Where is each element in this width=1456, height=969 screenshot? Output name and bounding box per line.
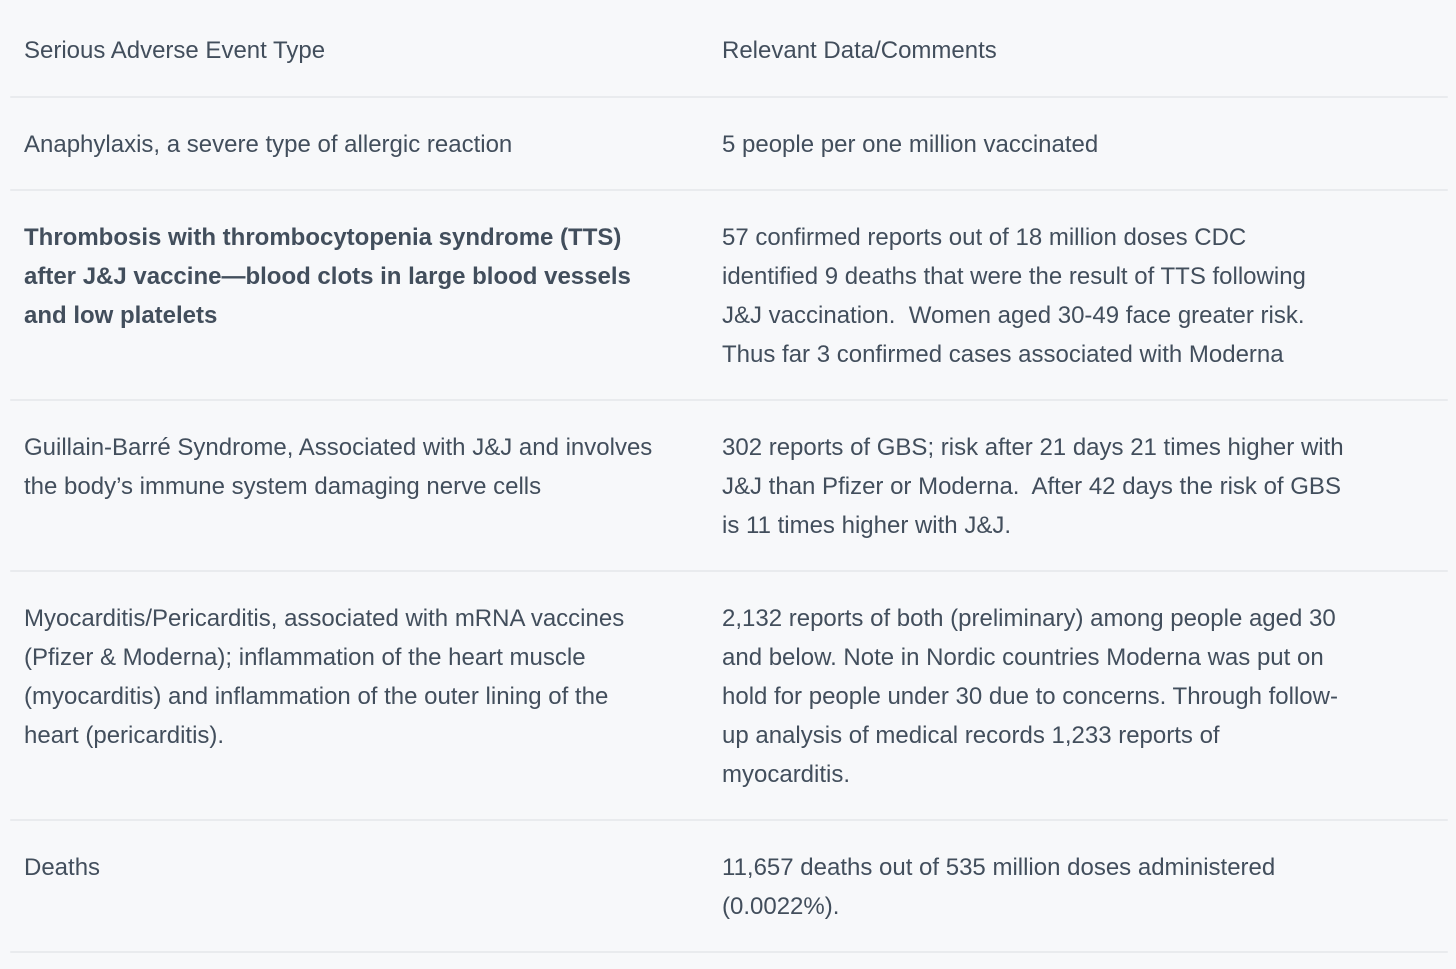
table-row-gbs: Guillain-Barré Syndrome, Associated with… (0, 401, 1456, 572)
column-header-event-type: Serious Adverse Event Type (24, 37, 326, 64)
data-comments-cell: 11,657 deaths out of 535 million doses a… (722, 854, 1282, 920)
column-header-data-comments: Relevant Data/Comments (722, 37, 997, 64)
event-type-cell: Deaths (24, 854, 101, 881)
data-comments-cell: 5 people per one million vaccinated (722, 131, 1099, 158)
data-comments-cell: 57 confirmed reports out of 18 million d… (722, 224, 1313, 368)
table-row-deaths: Deaths 11,657 deaths out of 535 million … (0, 821, 1456, 953)
event-type-cell: Anaphylaxis, a severe type of allergic r… (24, 131, 513, 158)
event-type-cell: Myocarditis/Pericarditis, associated wit… (24, 605, 631, 749)
event-type-cell: Guillain-Barré Syndrome, Associated with… (24, 434, 659, 500)
table-row-myocarditis: Myocarditis/Pericarditis, associated wit… (0, 572, 1456, 821)
data-comments-cell: 2,132 reports of both (preliminary) amon… (722, 605, 1343, 788)
table-header-row: Serious Adverse Event Type Relevant Data… (0, 0, 1456, 98)
data-comments-cell: 302 reports of GBS; risk after 21 days 2… (722, 434, 1351, 539)
table-row-anaphylaxis: Anaphylaxis, a severe type of allergic r… (0, 98, 1456, 191)
event-type-cell: Thrombosis with thrombocytopenia syndrom… (24, 224, 638, 329)
table-row-tts: Thrombosis with thrombocytopenia syndrom… (0, 191, 1456, 401)
